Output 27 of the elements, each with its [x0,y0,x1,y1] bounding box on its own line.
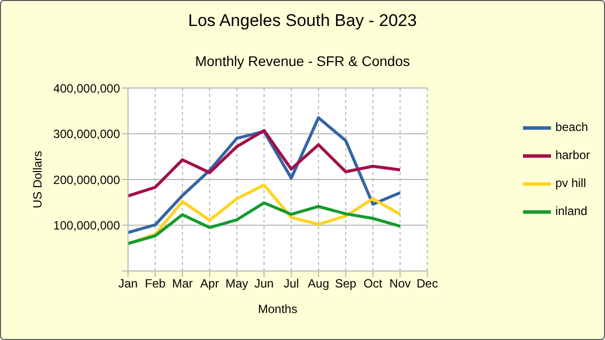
x-tick-label: Oct [364,276,383,291]
y-axis-title: US Dollars [30,150,44,208]
legend-label: inland [555,204,588,218]
legend-label: pv hill [555,176,586,190]
x-tick-label: Jan [118,276,138,291]
x-tick-label: May [226,276,248,291]
x-tick-label: Sep [335,276,357,291]
x-tick-label: Feb [144,276,166,291]
y-tick-label: 200,000,000 [53,172,120,187]
x-axis-title: Months [258,302,298,316]
x-tick-label: Apr [200,276,219,291]
legend-label: beach [555,120,588,134]
line-series [128,129,402,198]
x-tick-label: Nov [389,276,411,291]
chart-subtitle: Monthly Revenue - SFR & Condos [194,53,411,69]
chart-title: Los Angeles South Bay - 2023 [187,11,418,31]
y-tick-label: 400,000,000 [53,81,120,96]
x-tick-label: Jun [254,276,274,291]
x-tick-label: Mar [172,276,193,291]
x-tick-label: Aug [308,276,330,291]
legend-label: harbor [555,148,590,162]
x-tick-label: Dec [416,276,438,291]
y-tick-label: 300,000,000 [53,127,120,142]
line-series [128,116,402,234]
x-tick-label: Jul [284,276,299,291]
line-series [128,201,402,246]
y-tick-label: 100,000,000 [53,218,120,233]
